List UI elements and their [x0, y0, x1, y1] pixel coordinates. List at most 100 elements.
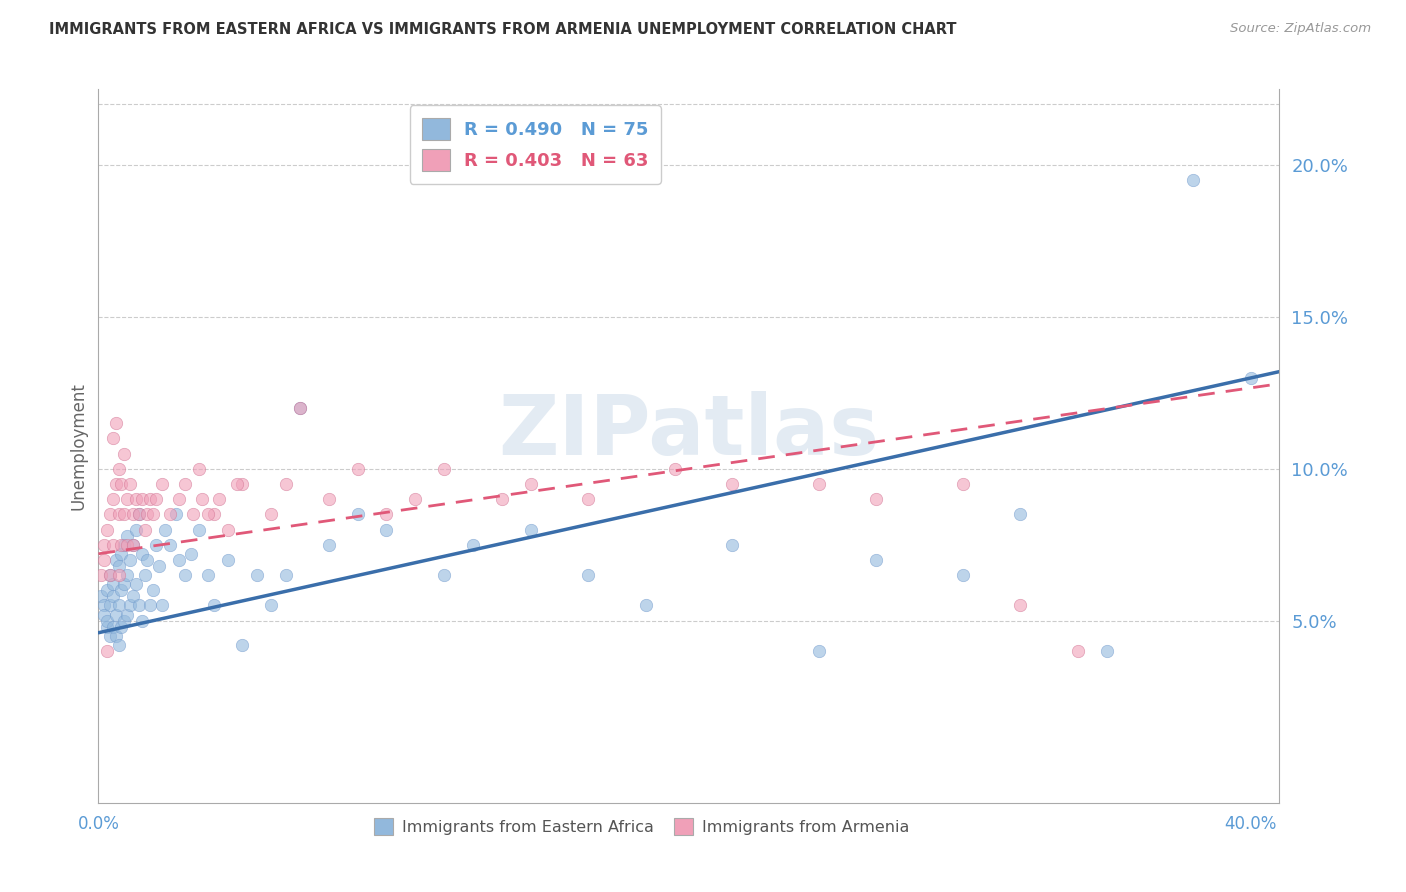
- Point: [96, 644, 118, 658]
- Point: [101, 620, 124, 634]
- Point: [217, 553, 239, 567]
- Point: [865, 553, 887, 567]
- Point: [519, 523, 541, 537]
- Point: [145, 492, 167, 507]
- Point: [115, 492, 138, 507]
- Point: [183, 508, 205, 522]
- Point: [288, 401, 311, 415]
- Point: [131, 492, 153, 507]
- Point: [125, 523, 148, 537]
- Point: [136, 553, 159, 567]
- Point: [375, 523, 398, 537]
- Point: [98, 508, 121, 522]
- Point: [197, 568, 219, 582]
- Point: [721, 477, 744, 491]
- Point: [112, 538, 135, 552]
- Point: [139, 599, 162, 613]
- Point: [202, 599, 225, 613]
- Point: [134, 568, 156, 582]
- Point: [165, 508, 187, 522]
- Point: [1095, 644, 1118, 658]
- Point: [346, 508, 368, 522]
- Point: [120, 477, 142, 491]
- Point: [153, 523, 176, 537]
- Y-axis label: Unemployment: Unemployment: [69, 382, 87, 510]
- Point: [122, 538, 145, 552]
- Point: [110, 477, 132, 491]
- Point: [519, 477, 541, 491]
- Point: [142, 508, 165, 522]
- Point: [90, 568, 112, 582]
- Point: [375, 508, 398, 522]
- Point: [139, 492, 162, 507]
- Point: [721, 538, 744, 552]
- Point: [107, 599, 129, 613]
- Point: [96, 523, 118, 537]
- Point: [491, 492, 513, 507]
- Point: [318, 538, 340, 552]
- Text: ZIPatlas: ZIPatlas: [499, 392, 879, 472]
- Point: [93, 599, 115, 613]
- Point: [104, 477, 127, 491]
- Point: [112, 614, 135, 628]
- Point: [159, 508, 181, 522]
- Point: [98, 568, 121, 582]
- Point: [576, 568, 599, 582]
- Point: [107, 558, 129, 573]
- Point: [188, 462, 211, 476]
- Point: [101, 431, 124, 445]
- Point: [260, 508, 283, 522]
- Point: [115, 568, 138, 582]
- Point: [1182, 173, 1205, 187]
- Point: [188, 523, 211, 537]
- Point: [664, 462, 686, 476]
- Point: [1067, 644, 1090, 658]
- Point: [112, 577, 135, 591]
- Point: [150, 599, 173, 613]
- Point: [433, 568, 456, 582]
- Point: [1010, 599, 1032, 613]
- Point: [125, 577, 148, 591]
- Point: [952, 477, 974, 491]
- Point: [96, 583, 118, 598]
- Legend: Immigrants from Eastern Africa, Immigrants from Armenia: Immigrants from Eastern Africa, Immigran…: [367, 812, 917, 841]
- Point: [159, 538, 181, 552]
- Point: [576, 492, 599, 507]
- Point: [107, 462, 129, 476]
- Point: [260, 599, 283, 613]
- Point: [107, 638, 129, 652]
- Point: [136, 508, 159, 522]
- Point: [952, 568, 974, 582]
- Point: [225, 477, 247, 491]
- Point: [104, 553, 127, 567]
- Point: [110, 620, 132, 634]
- Point: [173, 568, 195, 582]
- Point: [98, 599, 121, 613]
- Point: [104, 416, 127, 430]
- Point: [110, 583, 132, 598]
- Point: [197, 508, 219, 522]
- Point: [90, 590, 112, 604]
- Point: [274, 477, 297, 491]
- Point: [1240, 370, 1263, 384]
- Point: [122, 508, 145, 522]
- Point: [634, 599, 657, 613]
- Point: [104, 607, 127, 622]
- Point: [807, 477, 830, 491]
- Point: [101, 538, 124, 552]
- Point: [93, 553, 115, 567]
- Point: [202, 508, 225, 522]
- Point: [1010, 508, 1032, 522]
- Point: [107, 508, 129, 522]
- Point: [120, 599, 142, 613]
- Point: [107, 568, 129, 582]
- Point: [110, 547, 132, 561]
- Point: [110, 538, 132, 552]
- Point: [231, 638, 253, 652]
- Point: [131, 547, 153, 561]
- Point: [433, 462, 456, 476]
- Point: [807, 644, 830, 658]
- Point: [134, 523, 156, 537]
- Point: [115, 528, 138, 542]
- Point: [93, 538, 115, 552]
